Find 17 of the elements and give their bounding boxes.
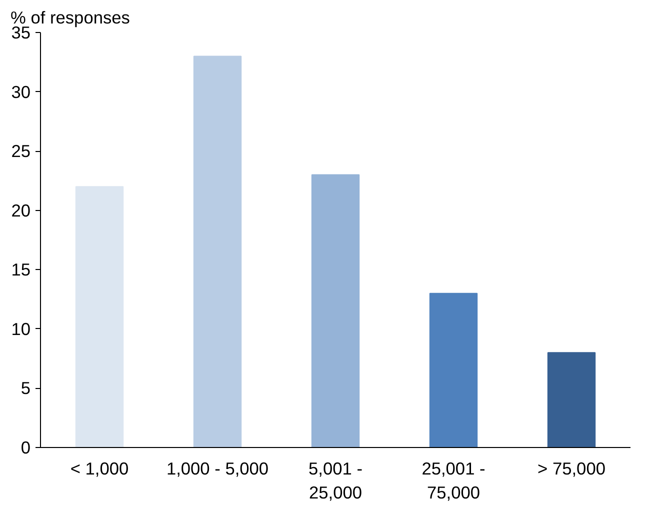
x-tick-label: 25,001 - 75,000 — [422, 458, 486, 502]
x-tick-label: 1,000 - 5,000 — [166, 458, 269, 478]
bar — [311, 174, 360, 448]
bar — [429, 292, 478, 448]
x-tick-label: < 1,000 — [70, 458, 129, 478]
y-tick-label: 30 — [11, 82, 31, 102]
bar — [193, 56, 242, 448]
y-tick-label: 10 — [11, 318, 31, 339]
y-tick-label: 25 — [11, 141, 31, 162]
bar — [547, 352, 596, 448]
bar — [75, 186, 124, 448]
x-tick-label: > 75,000 — [538, 458, 606, 478]
y-tick-label: 20 — [11, 200, 31, 220]
y-tick-label: 15 — [11, 260, 31, 280]
x-tick-label: 5,001 - 25,000 — [308, 458, 362, 502]
y-tick-label: 5 — [20, 378, 31, 398]
y-tick-label: 0 — [20, 438, 31, 458]
